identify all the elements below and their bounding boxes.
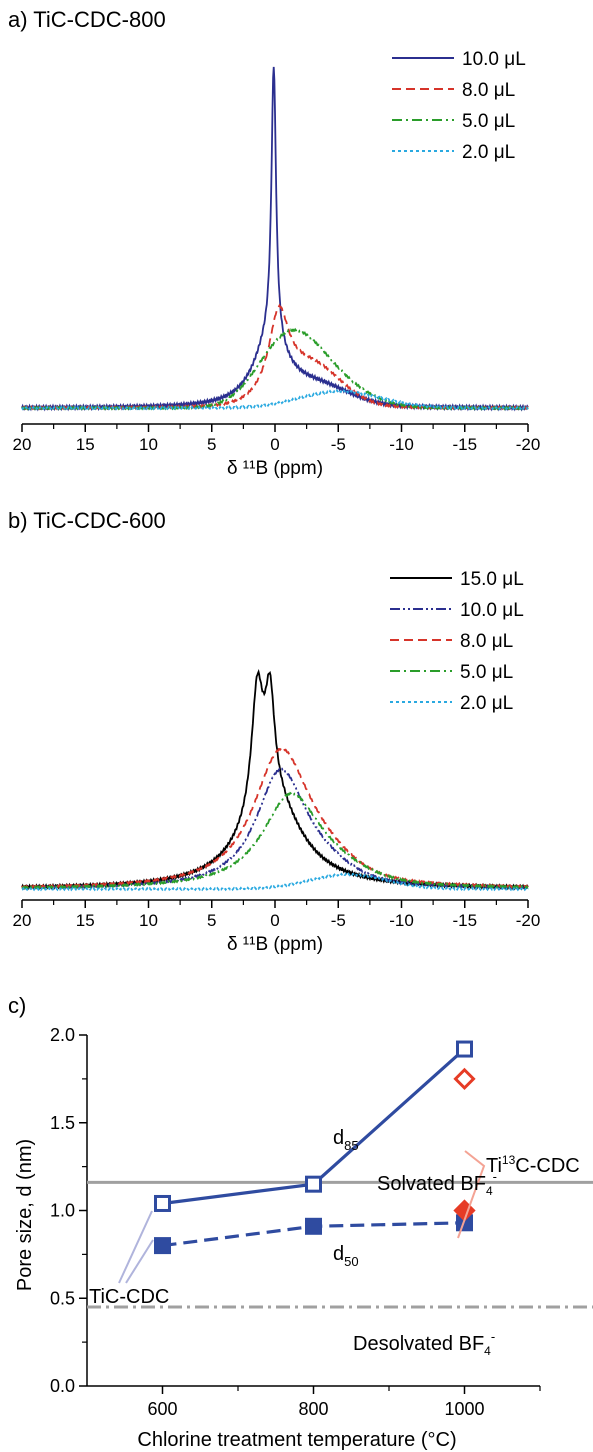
c-x-tick-label-1: 800 [298, 1399, 328, 1419]
panel-b-series-3 [21, 791, 529, 890]
annotation-d50: d50 [333, 1243, 359, 1269]
panel-c-x-label: Chlorine treatment temperature (°C) [137, 1429, 456, 1451]
c-point-2-0 [453, 1067, 476, 1090]
solvated-sub: 4 [486, 1184, 493, 1198]
panel-b-tick-label-7: -15 [452, 911, 477, 930]
annotation-d50-sub: 50 [344, 1254, 358, 1269]
panel-a-tick-label-8: -20 [516, 435, 541, 454]
solvated-main: Solvated BF [377, 1173, 486, 1195]
legend-label-a-3: 2.0 μL [462, 142, 515, 163]
legend-label-b-1: 10.0 μL [460, 600, 524, 621]
annotation-desolvated: Desolvated BF4- [353, 1329, 495, 1358]
c-y-tick-label-1: 0.5 [50, 1288, 75, 1308]
legend-label-a-1: 8.0 μL [462, 80, 515, 101]
panel-a-tick-label-0: 20 [13, 435, 32, 454]
annotation-d50-main: d [333, 1243, 344, 1265]
panel-b-series-2 [21, 746, 529, 889]
c-point-0-1 [305, 1175, 322, 1193]
panel-b-curves [21, 668, 529, 892]
panel-a-tick-label-4: 0 [270, 435, 279, 454]
panel-b-tick-label-1: 15 [76, 911, 95, 930]
c-y-tick-label-3: 1.5 [50, 1113, 75, 1133]
panel-a-series-0 [21, 66, 529, 412]
annotation-solvated: Solvated BF4- [377, 1169, 497, 1198]
ti13c-pointer [457, 1150, 486, 1239]
legend-label-a-2: 5.0 μL [462, 111, 515, 132]
panel-a-tick-label-7: -15 [452, 435, 477, 454]
c-point-1-0 [154, 1237, 171, 1255]
annotation-d85-sub: 85 [344, 1138, 358, 1153]
panel-b-tick-label-2: 10 [139, 911, 158, 930]
panel-a-tick-label-1: 15 [76, 435, 95, 454]
panel-c-ticks: 600 800 1000 0.0 0.5 1.0 1.5 2.0 [50, 1025, 541, 1419]
annotation-d85: d85 [333, 1127, 359, 1153]
panel-a-curves [21, 66, 529, 412]
panel-a: a) TiC-CDC-800 20 15 10 5 0 -5 -10 -15 -20 10.0 … [8, 7, 540, 479]
c-point-0-0 [154, 1194, 171, 1212]
panel-b-tick-label-4: 0 [270, 911, 279, 930]
legend-label-b-2: 8.0 μL [460, 631, 513, 652]
tic-cdc-pointer-filled [125, 1239, 154, 1284]
panel-b-series-4 [21, 872, 529, 892]
legend-label-b-4: 2.0 μL [460, 693, 513, 714]
panel-b-tick-label-5: -5 [331, 911, 346, 930]
legend-label-a-0: 10.0 μL [462, 49, 526, 70]
ti13c-post: C-CDC [515, 1155, 579, 1177]
c-point-1-1 [305, 1217, 322, 1235]
panel-a-x-label: δ ¹¹B (ppm) [227, 458, 323, 479]
panel-c-y-label: Pore size, d (nm) [14, 1139, 36, 1291]
annotation-tic-cdc: TiC-CDC [89, 1286, 169, 1308]
panel-a-series-2 [21, 327, 529, 411]
panel-b-label: b) TiC-CDC-600 [8, 508, 166, 533]
legend-label-b-3: 5.0 μL [460, 662, 513, 683]
c-x-tick-label-0: 600 [147, 1399, 177, 1419]
panel-b-series-0 [21, 668, 529, 891]
desolvated-main: Desolvated BF [353, 1333, 484, 1355]
panel-a-tick-label-2: 10 [139, 435, 158, 454]
panel-b-series-1 [21, 767, 529, 890]
panel-c-series [154, 1040, 476, 1255]
panel-b: b) TiC-CDC-600 20 15 10 5 0 -5 -10 -15 -20 15.0 … [8, 508, 540, 955]
panel-c-label: c) [8, 993, 26, 1018]
c-y-tick-label-2: 1.0 [50, 1201, 75, 1221]
panel-a-series-1 [21, 303, 529, 411]
panel-b-x-label: δ ¹¹B (ppm) [227, 934, 323, 955]
desolvated-sub: 4 [484, 1344, 491, 1358]
c-point-0-2 [456, 1040, 473, 1058]
panel-a-tick-label-3: 5 [207, 435, 216, 454]
panel-c-reference-lines [87, 1180, 593, 1309]
solvated-sup: - [493, 1169, 497, 1184]
panel-b-tick-label-8: -20 [516, 911, 541, 930]
panel-b-legend: 15.0 μL 10.0 μL 8.0 μL 5.0 μL 2.0 μL [390, 569, 524, 714]
ti13c-pre: Ti [486, 1155, 502, 1177]
panel-a-tick-label-6: -10 [389, 435, 414, 454]
panel-b-tick-label-3: 5 [207, 911, 216, 930]
desolvated-sup: - [491, 1329, 495, 1344]
panel-b-ticks: 20 15 10 5 0 -5 -10 -15 -20 [13, 900, 541, 930]
panel-b-tick-label-0: 20 [13, 911, 32, 930]
panel-a-label: a) TiC-CDC-800 [8, 7, 166, 32]
panel-b-tick-label-6: -10 [389, 911, 414, 930]
panel-a-ticks: 20 15 10 5 0 -5 -10 -15 -20 [13, 424, 541, 454]
c-y-tick-label-4: 2.0 [50, 1025, 75, 1045]
panel-a-tick-label-5: -5 [331, 435, 346, 454]
annotation-d85-main: d [333, 1127, 344, 1149]
annotation-ti13c-cdc: Ti13C-CDC [486, 1153, 580, 1177]
ti13c-sup: 13 [502, 1153, 516, 1167]
tic-cdc-pointer-open [118, 1210, 153, 1284]
c-x-tick-label-2: 1000 [444, 1399, 484, 1419]
panel-a-legend: 10.0 μL 8.0 μL 5.0 μL 2.0 μL [392, 49, 526, 163]
panel-a-series-3 [21, 388, 529, 411]
c-y-tick-label-0: 0.0 [50, 1376, 75, 1396]
legend-label-b-0: 15.0 μL [460, 569, 524, 590]
